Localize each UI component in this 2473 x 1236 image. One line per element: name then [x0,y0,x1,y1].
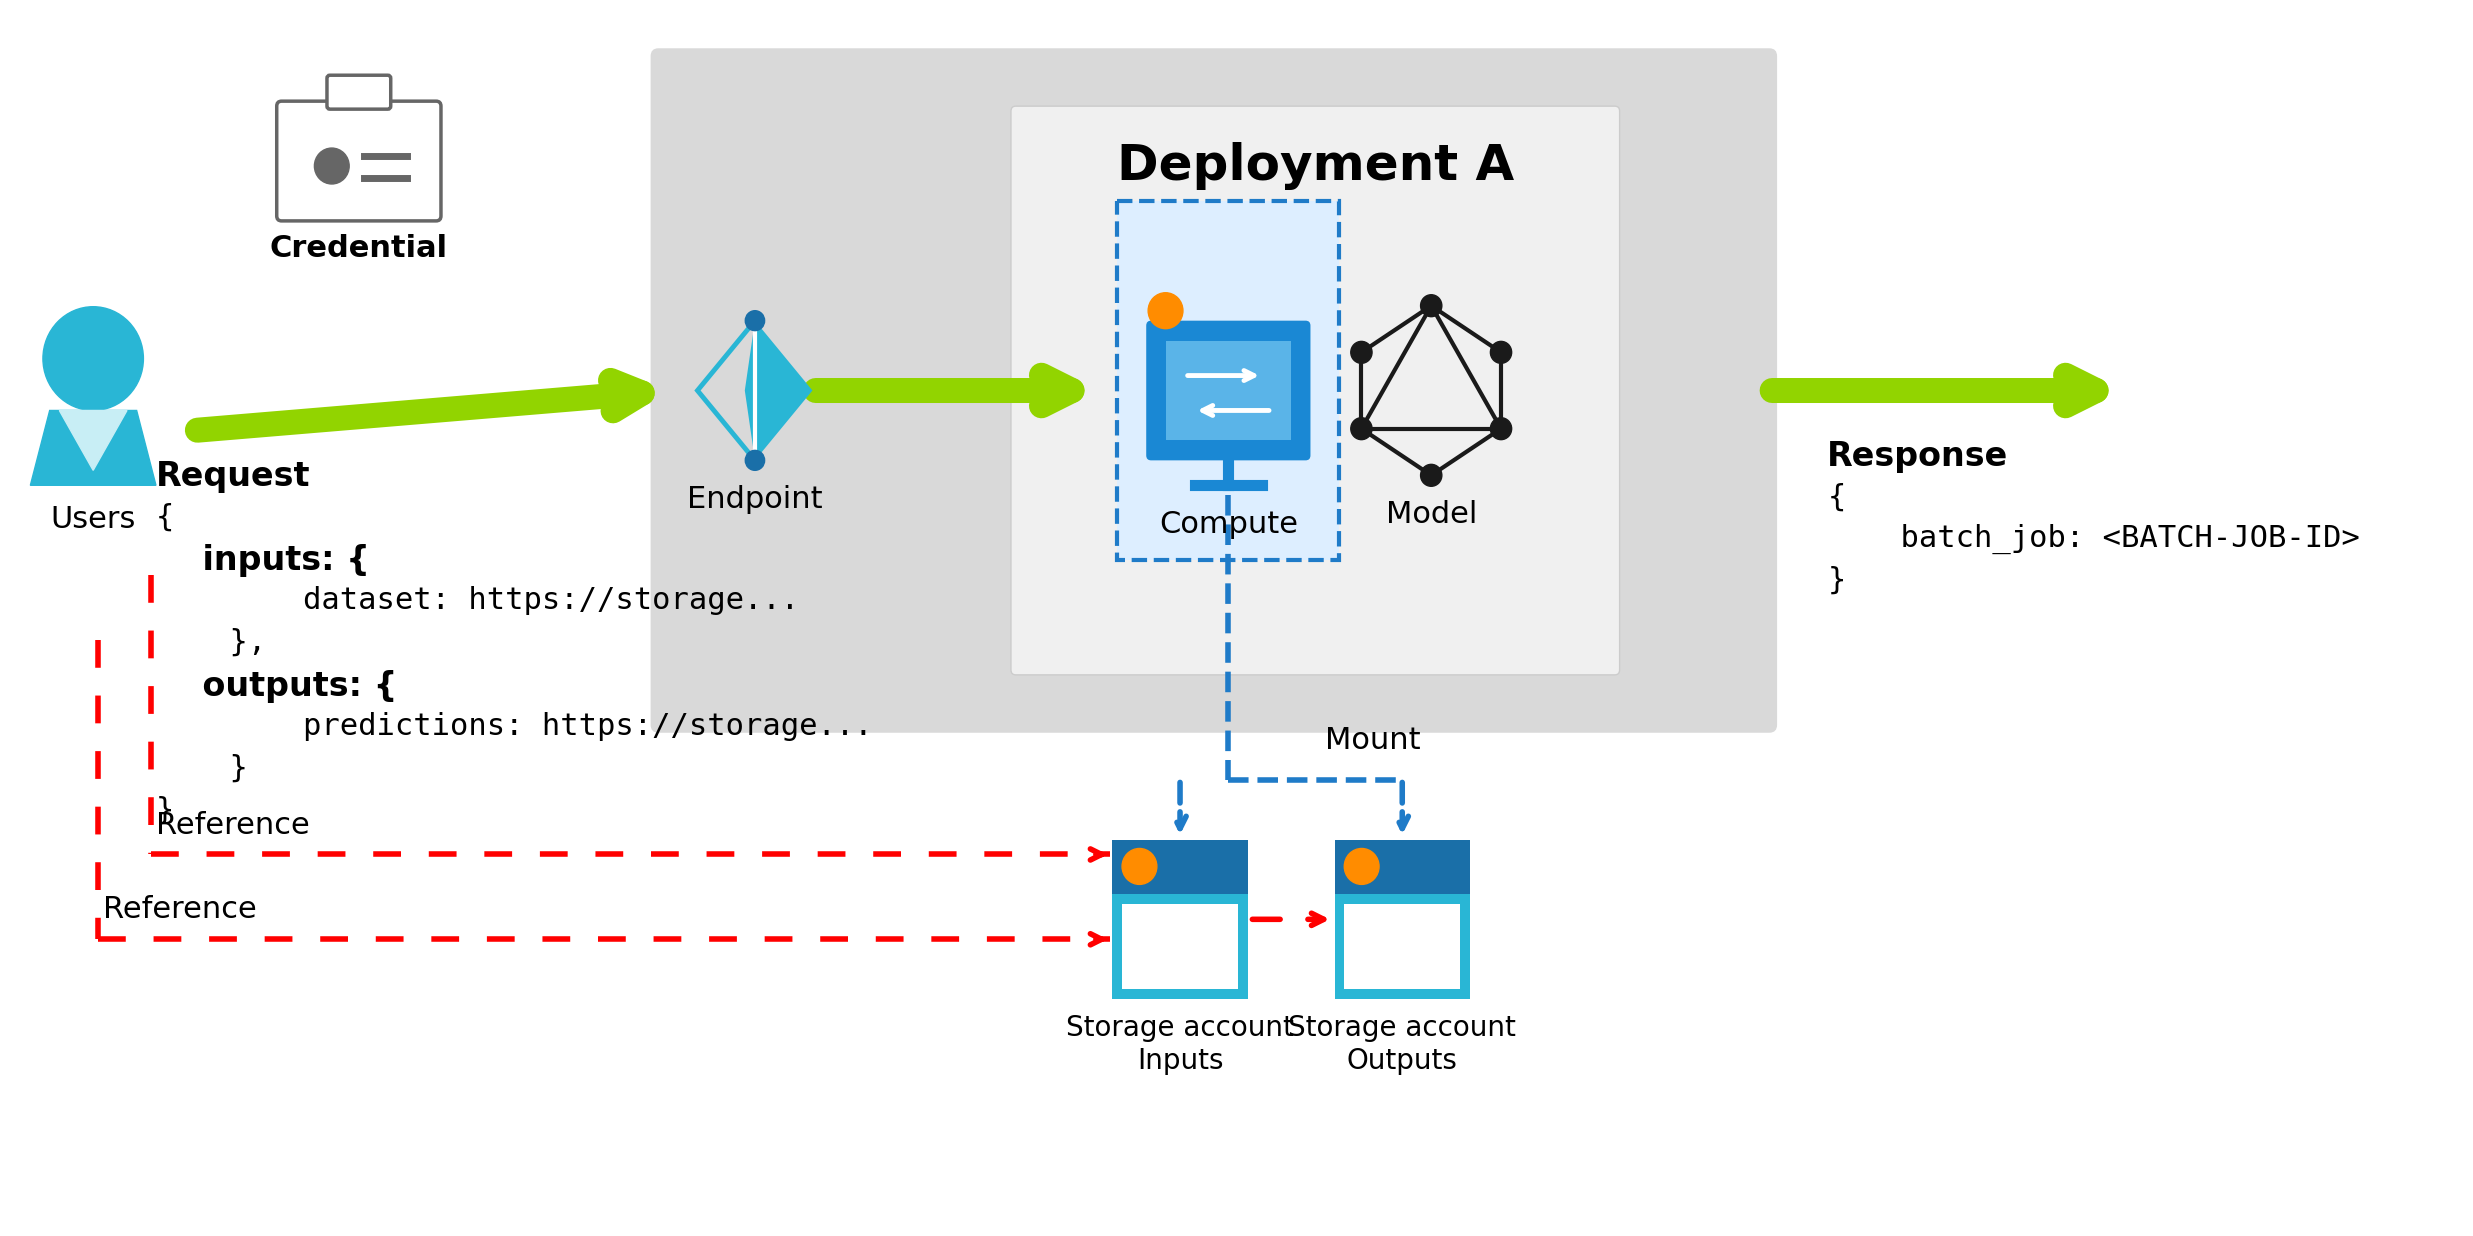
Circle shape [744,450,764,471]
Text: Reference: Reference [104,895,257,925]
Polygon shape [30,410,156,486]
FancyBboxPatch shape [1335,839,1469,999]
Text: {: { [156,502,173,531]
Text: }: } [156,796,173,824]
Text: Model: Model [1385,501,1476,529]
Text: dataset: https://storage...: dataset: https://storage... [156,586,799,616]
Text: batch_job: <BATCH-JOB-ID>: batch_job: <BATCH-JOB-ID> [1828,524,2359,555]
FancyBboxPatch shape [650,48,1778,733]
Text: predictions: https://storage...: predictions: https://storage... [156,712,873,740]
FancyBboxPatch shape [1113,839,1249,895]
Text: Credential: Credential [270,234,448,263]
Circle shape [1345,848,1380,885]
FancyBboxPatch shape [1123,905,1239,989]
FancyBboxPatch shape [1145,320,1311,460]
Circle shape [1420,294,1442,316]
Text: Request: Request [156,460,312,493]
Text: Reference: Reference [156,811,309,839]
Text: outputs: {: outputs: { [156,670,398,703]
Text: Storage account
Inputs: Storage account Inputs [1066,1014,1293,1074]
Polygon shape [59,410,126,471]
FancyBboxPatch shape [1118,201,1340,560]
Text: Endpoint: Endpoint [687,486,824,514]
Text: Compute: Compute [1160,510,1298,539]
Circle shape [1350,418,1373,440]
Text: {: { [1828,482,1845,512]
Circle shape [1420,465,1442,486]
FancyBboxPatch shape [1345,905,1459,989]
Circle shape [314,148,349,184]
Polygon shape [744,320,814,460]
Text: inputs: {: inputs: { [156,544,371,577]
FancyBboxPatch shape [326,75,391,109]
Text: }: } [156,754,247,782]
FancyBboxPatch shape [1335,839,1469,895]
Circle shape [744,310,764,331]
FancyBboxPatch shape [277,101,440,221]
Circle shape [1350,341,1373,363]
Text: Deployment A: Deployment A [1118,142,1513,190]
FancyBboxPatch shape [1113,839,1249,999]
Text: }: } [1828,566,1845,595]
Circle shape [42,307,143,410]
Circle shape [1491,341,1511,363]
FancyBboxPatch shape [1165,341,1291,440]
Text: Response: Response [1828,440,2008,473]
Circle shape [1491,418,1511,440]
Text: Mount: Mount [1326,726,1420,755]
Circle shape [1123,848,1157,885]
Text: },: }, [156,628,267,658]
Text: Users: Users [49,506,136,534]
FancyBboxPatch shape [1011,106,1620,675]
Text: Storage account
Outputs: Storage account Outputs [1288,1014,1516,1074]
Circle shape [1147,293,1182,329]
